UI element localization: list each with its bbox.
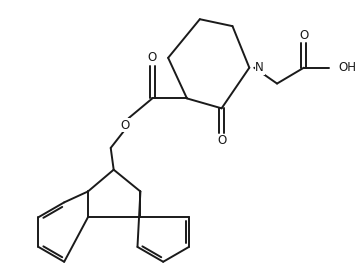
Text: N: N — [255, 61, 264, 74]
Text: O: O — [299, 29, 308, 41]
Text: O: O — [148, 51, 157, 64]
Text: O: O — [217, 134, 226, 148]
Text: O: O — [120, 119, 129, 132]
Text: OH: OH — [339, 61, 356, 74]
